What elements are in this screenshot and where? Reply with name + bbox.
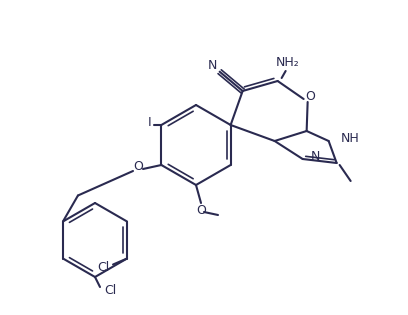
Text: O: O (133, 161, 143, 174)
Text: N: N (207, 59, 217, 72)
Text: I: I (148, 117, 151, 129)
Text: Cl: Cl (97, 261, 109, 274)
Text: NH: NH (341, 133, 359, 146)
Text: NH₂: NH₂ (276, 56, 299, 70)
Text: N: N (310, 151, 320, 163)
Text: Cl: Cl (104, 284, 116, 296)
Text: O: O (196, 204, 206, 217)
Text: O: O (306, 90, 315, 104)
